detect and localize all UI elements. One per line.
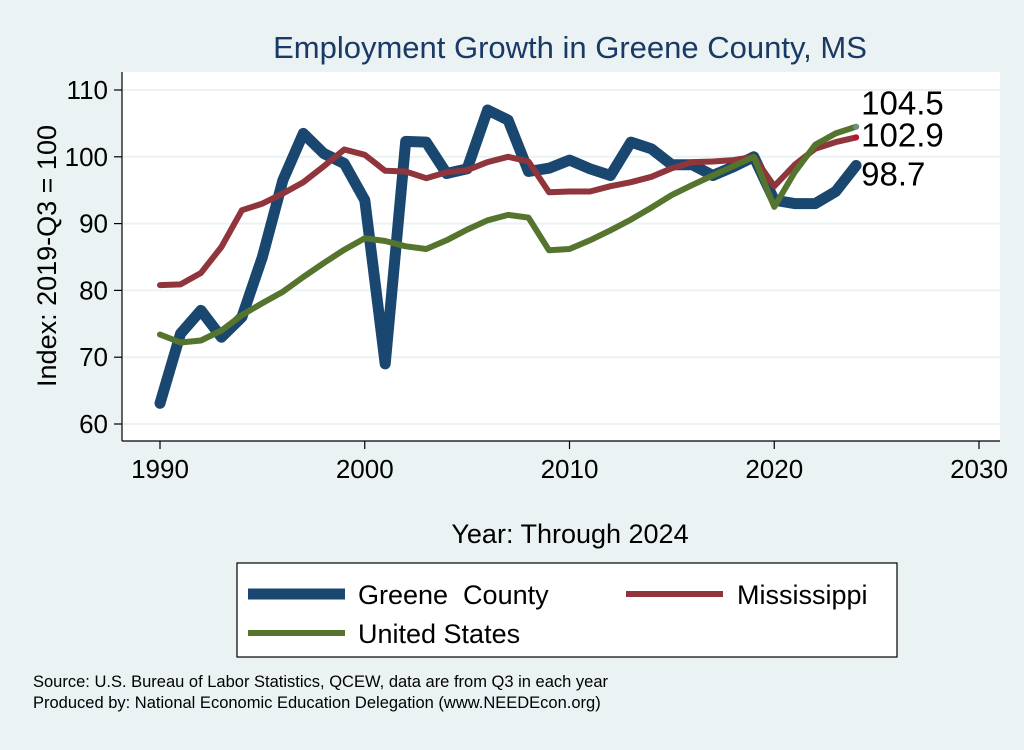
series-end-point xyxy=(853,134,860,141)
ticks: 60 70 80 90 100 110 1990 2000 2010 2020 2030 xyxy=(65,75,1008,484)
x-axis-label: Year: Through 2024 xyxy=(451,519,688,549)
legend-label-greene: Greene County xyxy=(358,580,549,610)
y-tick-label: 110 xyxy=(67,75,108,105)
y-tick-label: 90 xyxy=(79,209,108,239)
legend-label-mississippi: Mississippi xyxy=(737,580,868,610)
series-line-2 xyxy=(157,123,860,346)
series-end-point xyxy=(853,123,860,130)
series-line-1 xyxy=(157,134,860,289)
y-tick-label: 80 xyxy=(79,275,108,305)
end-value-label: 102.9 xyxy=(861,116,944,153)
series-lines xyxy=(154,104,862,409)
plot-area xyxy=(122,72,1000,441)
x-tick-label: 2020 xyxy=(745,454,803,484)
x-tick-label: 1990 xyxy=(131,454,189,484)
chart-title: Employment Growth in Greene County, MS xyxy=(273,30,867,65)
gridlines xyxy=(123,89,1000,425)
series-end-point xyxy=(853,162,860,169)
x-tick-label: 2030 xyxy=(950,454,1008,484)
x-tick-label: 2000 xyxy=(336,454,394,484)
end-value-label: 104.5 xyxy=(861,85,944,122)
x-tick-label: 2010 xyxy=(541,454,599,484)
y-tick-label: 70 xyxy=(79,342,108,372)
legend: Greene County Mississippi United States xyxy=(236,562,898,658)
producer-note: Produced by: National Economic Education… xyxy=(33,694,601,712)
legend-box xyxy=(236,562,898,658)
end-value-label: 98.7 xyxy=(861,155,925,192)
source-note: Source: U.S. Bureau of Labor Statistics,… xyxy=(33,673,609,691)
y-tick-label: 60 xyxy=(79,409,108,439)
y-tick-label: 100 xyxy=(65,142,108,172)
legend-label-us: United States xyxy=(358,619,520,649)
y-axis-label: Index: 2019-Q3 = 100 xyxy=(32,125,62,387)
